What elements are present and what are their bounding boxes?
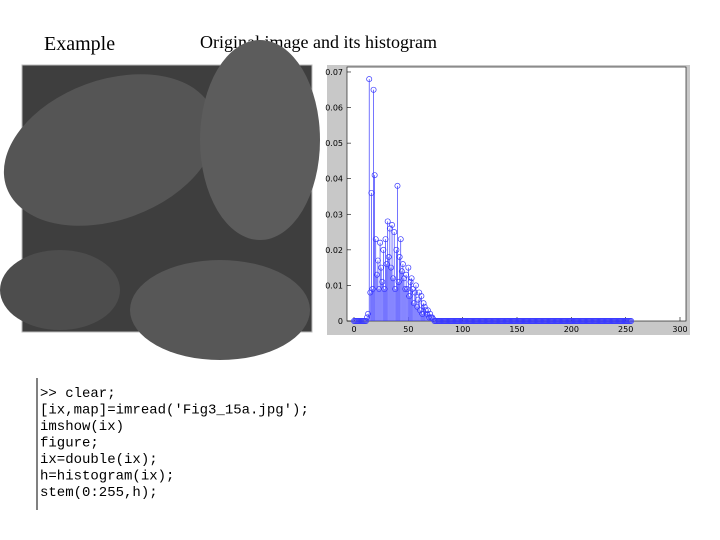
x-tick-label: 200 bbox=[564, 325, 579, 334]
code-line: imshow(ix) bbox=[40, 419, 124, 435]
stem-marker bbox=[369, 286, 376, 292]
code-line: >> clear; bbox=[40, 386, 116, 402]
stem-marker bbox=[628, 318, 635, 324]
stem-marker bbox=[420, 300, 427, 307]
stem-marker bbox=[384, 218, 391, 225]
stem-marker bbox=[405, 264, 412, 271]
stem-marker bbox=[377, 239, 384, 246]
stem-marker bbox=[390, 275, 397, 282]
photo bbox=[0, 40, 320, 360]
stem-marker bbox=[397, 236, 404, 243]
stem-marker bbox=[372, 236, 379, 243]
code-lines: >> clear;[ix,map]=imread('Fig3_15a.jpg')… bbox=[40, 386, 309, 501]
stem-marker bbox=[381, 286, 388, 292]
stem-marker bbox=[378, 264, 385, 271]
code-line: stem(0:255,h); bbox=[40, 485, 158, 501]
plot-area bbox=[346, 66, 687, 322]
stem-marker bbox=[365, 310, 372, 317]
code-line: figure; bbox=[40, 436, 99, 452]
stem-marker bbox=[374, 257, 381, 264]
stem-marker bbox=[412, 282, 419, 289]
stem-marker bbox=[396, 254, 403, 260]
stem-marker bbox=[403, 271, 410, 278]
x-tick-label: 250 bbox=[618, 325, 633, 334]
stem-marker bbox=[385, 254, 392, 260]
stem-marker bbox=[418, 293, 425, 300]
y-tick-label: 0.04 bbox=[325, 175, 343, 184]
stem-marker bbox=[398, 268, 405, 275]
slide-label: Example bbox=[44, 33, 115, 55]
stem-marker bbox=[406, 293, 413, 300]
stem-marker bbox=[402, 286, 409, 292]
stem-marker bbox=[395, 278, 402, 285]
stem-marker bbox=[422, 307, 429, 314]
y-tick-label: 0.05 bbox=[325, 139, 343, 148]
y-tick-label: 0.01 bbox=[325, 281, 343, 290]
stem-marker bbox=[371, 172, 378, 179]
y-tick-label: 0.02 bbox=[325, 246, 343, 255]
code-line: ix=double(ix); bbox=[40, 452, 158, 468]
x-tick-label: 150 bbox=[509, 325, 524, 334]
stem-marker bbox=[393, 246, 400, 253]
stem-marker bbox=[394, 182, 401, 189]
stem-marker bbox=[387, 264, 394, 271]
y-tick-label: 0.03 bbox=[325, 210, 343, 219]
x-tick-label: 300 bbox=[672, 325, 687, 334]
stem-marker bbox=[370, 86, 377, 93]
stem-marker bbox=[383, 261, 390, 268]
stem-marker bbox=[407, 278, 414, 285]
stem-marker bbox=[391, 229, 398, 236]
stem-marker bbox=[411, 289, 418, 296]
y-tick-label: 0.06 bbox=[325, 104, 343, 113]
stem-marker bbox=[415, 296, 422, 303]
stem-marker bbox=[410, 300, 417, 307]
stem-marker bbox=[392, 286, 399, 292]
stem-marker bbox=[421, 303, 428, 310]
x-tick-label: 100 bbox=[455, 325, 470, 334]
stem-marker bbox=[379, 278, 386, 285]
stem-marker bbox=[399, 261, 406, 268]
stem-marker bbox=[363, 318, 369, 324]
stem-marker bbox=[368, 189, 375, 196]
x-tick-label: 50 bbox=[403, 325, 413, 334]
stem-marker bbox=[380, 246, 387, 253]
code-line: h=histogram(ix); bbox=[40, 469, 174, 485]
stem-marker bbox=[414, 303, 420, 310]
y-tick-label: 0 bbox=[338, 317, 343, 326]
stem-marker bbox=[366, 76, 373, 83]
x-tick-label: 0 bbox=[351, 325, 356, 334]
stem-marker bbox=[389, 221, 395, 228]
stem-marker bbox=[408, 275, 415, 282]
code-line: [ix,map]=imread('Fig3_15a.jpg'); bbox=[40, 403, 309, 419]
stem-marker bbox=[419, 310, 426, 317]
stem-marker bbox=[373, 271, 380, 278]
stem-marker bbox=[382, 236, 389, 243]
chart: 0 0.01 0.02 0.03 0.04 0.05 0.06 0.07 0 50 100 150 20… bbox=[325, 68, 687, 334]
y-tick-label: 0.07 bbox=[325, 68, 343, 77]
stem-marker bbox=[364, 314, 370, 321]
